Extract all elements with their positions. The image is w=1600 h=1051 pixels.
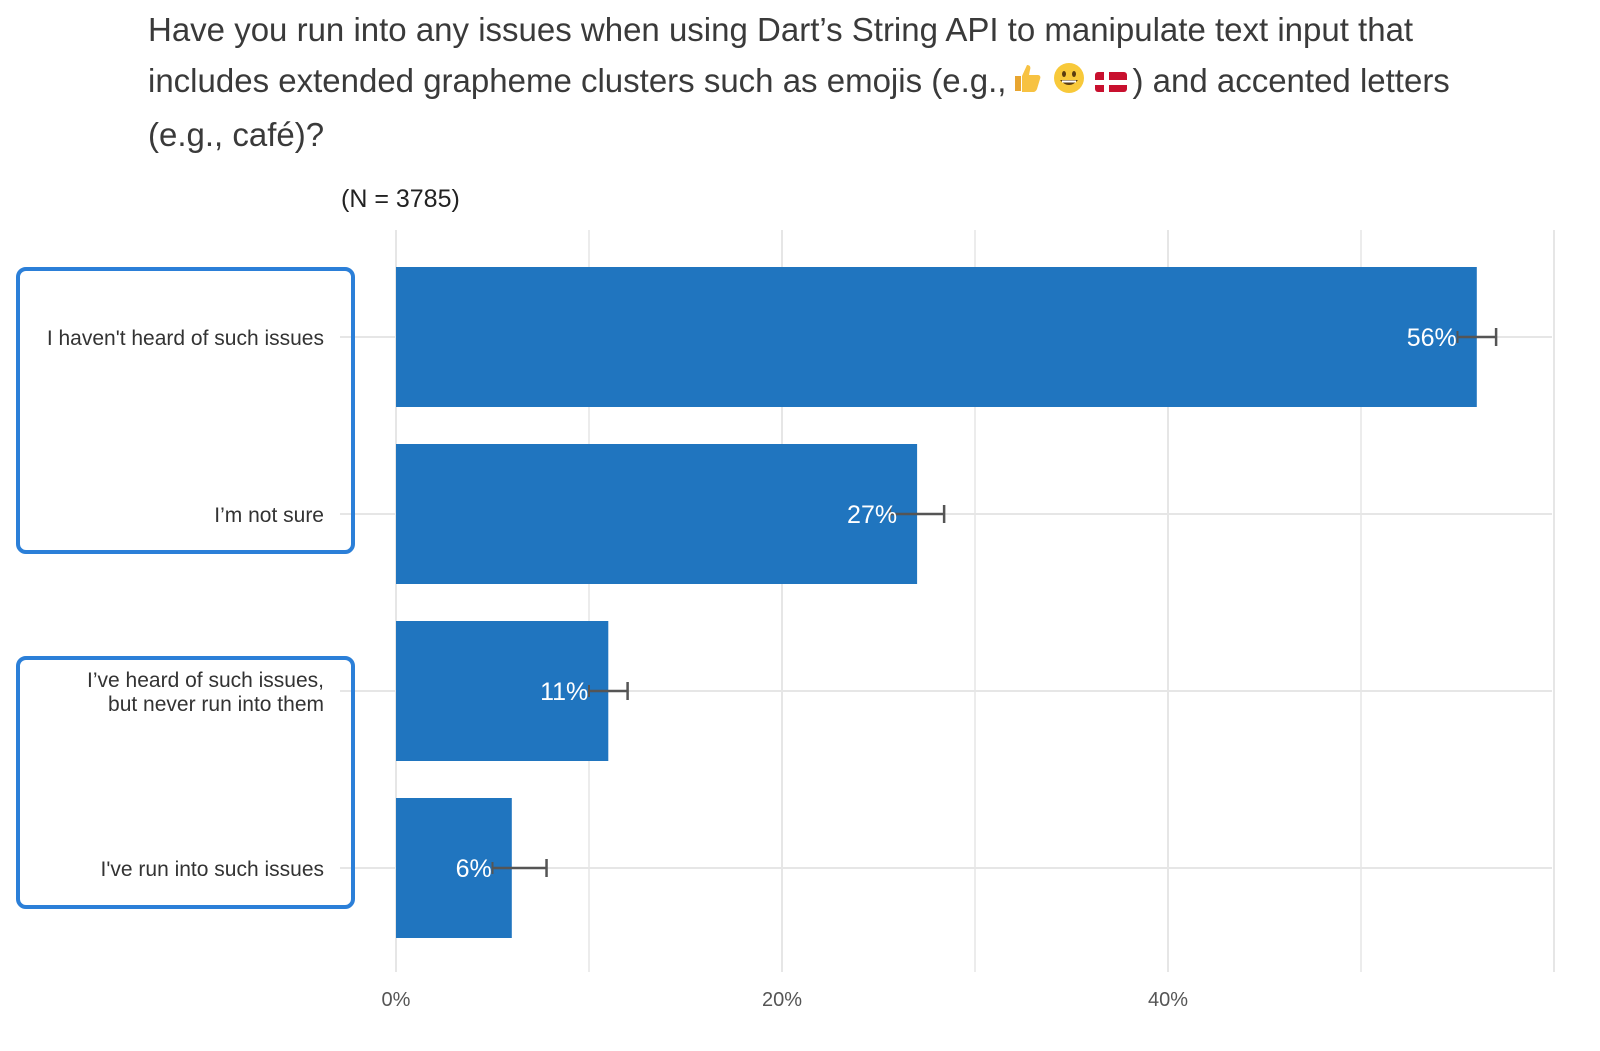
- data-label: 6%: [456, 855, 492, 883]
- x-tick-label: 0%: [382, 989, 411, 1011]
- y-tick-label: I've run into such issues: [101, 858, 324, 881]
- denmark-flag-icon: [1094, 65, 1128, 102]
- data-label: 11%: [540, 678, 588, 706]
- data-label: 27%: [847, 501, 897, 529]
- bar: [396, 621, 609, 761]
- title-prefix: Have you run into any issues when using …: [148, 11, 1414, 99]
- x-tick-label: 20%: [762, 989, 802, 1011]
- y-tick-label: I haven't heard of such issues: [47, 327, 324, 350]
- bar: [396, 267, 1477, 407]
- sample-size-label: (N = 3785): [341, 185, 460, 213]
- y-tick-label: I’m not sure: [214, 504, 324, 527]
- highlight-box-top: [16, 267, 355, 554]
- chart-title: Have you run into any issues when using …: [148, 4, 1528, 160]
- x-tick-label: 40%: [1148, 989, 1188, 1011]
- title-suffix: ) and accented letters (e.g., café)?: [148, 62, 1450, 153]
- data-label: 56%: [1407, 324, 1457, 352]
- thumbs-up-icon: [1010, 64, 1044, 102]
- bar: [396, 444, 918, 584]
- y-tick-label: I’ve heard of such issues,: [87, 669, 324, 692]
- grinning-face-icon: [1052, 62, 1086, 102]
- highlight-box-bottom: [16, 656, 355, 909]
- y-tick-label: but never run into them: [108, 693, 324, 716]
